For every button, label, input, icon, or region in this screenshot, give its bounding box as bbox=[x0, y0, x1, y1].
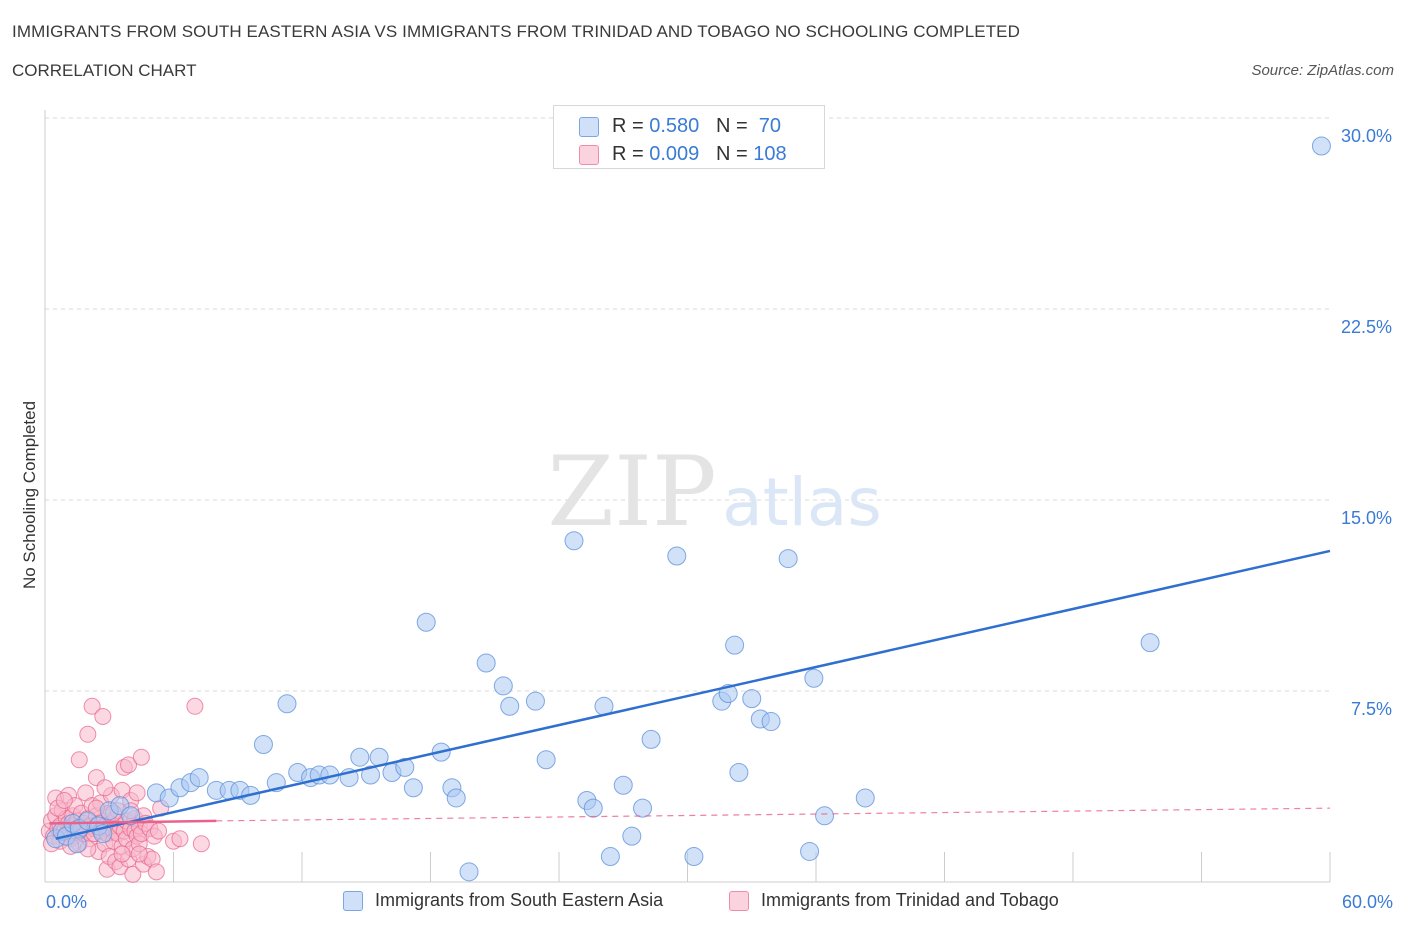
series-legend: Immigrants from South Eastern Asia Immig… bbox=[0, 890, 1406, 916]
legend-text-sea: R = 0.580 N = 70 bbox=[612, 115, 782, 137]
point-sea-47 bbox=[600, 847, 620, 867]
point-sea-45 bbox=[583, 798, 603, 818]
point-sea-27 bbox=[350, 747, 370, 767]
point-tt-34 bbox=[83, 697, 101, 715]
point-sea-64 bbox=[815, 806, 835, 826]
point-sea-21 bbox=[277, 694, 297, 714]
point-tt-22 bbox=[70, 751, 88, 769]
y-tick-label-0: 7.5% bbox=[1351, 699, 1392, 719]
point-sea-36 bbox=[446, 788, 466, 808]
chart-subtitle: CORRELATION CHART bbox=[12, 61, 197, 80]
y-tick-label-2: 22.5% bbox=[1341, 317, 1392, 337]
point-tt-77 bbox=[128, 784, 146, 802]
watermark-zip: ZIP bbox=[547, 436, 716, 548]
point-tt-68 bbox=[120, 756, 138, 774]
trend-lines bbox=[49, 549, 1331, 840]
point-tt-107 bbox=[130, 845, 148, 863]
point-tt-44 bbox=[94, 707, 112, 725]
chart-title: IMMIGRANTS FROM SOUTH EASTERN ASIA VS IM… bbox=[12, 22, 1020, 41]
legend-bottom-swatch-sea bbox=[343, 891, 363, 911]
point-sea-14 bbox=[189, 768, 209, 788]
point-sea-58 bbox=[742, 689, 762, 709]
point-sea-19 bbox=[253, 734, 273, 754]
point-tt-93 bbox=[171, 830, 189, 848]
point-sea-57 bbox=[729, 762, 749, 782]
point-sea-43 bbox=[564, 531, 584, 551]
legend-text-tt: R = 0.009 N = 108 bbox=[612, 143, 787, 165]
point-sea-28 bbox=[361, 765, 381, 785]
point-sea-41 bbox=[525, 691, 545, 711]
point-sea-50 bbox=[633, 798, 653, 818]
point-sea-49 bbox=[622, 826, 642, 846]
trend-line-sea bbox=[55, 549, 1331, 840]
point-sea-31 bbox=[395, 757, 415, 777]
point-sea-42 bbox=[536, 750, 556, 770]
point-sea-40 bbox=[500, 696, 520, 716]
point-tt-90 bbox=[150, 822, 168, 840]
point-sea-60 bbox=[761, 712, 781, 732]
point-sea-38 bbox=[476, 653, 496, 673]
y-tick-label-1: 15.0% bbox=[1341, 508, 1392, 528]
legend-bottom-swatch-tt bbox=[729, 891, 749, 911]
point-sea-56 bbox=[725, 635, 745, 655]
tick-labels: 7.5% 15.0% 22.5% 30.0% 0.0% 60.0% bbox=[46, 126, 1393, 912]
point-tt-89 bbox=[147, 863, 165, 881]
legend-row-sea: R = 0.580 N = 70 bbox=[554, 111, 824, 139]
point-sea-65 bbox=[855, 788, 875, 808]
series-sea-points bbox=[46, 136, 1331, 882]
source-label: Source: ZipAtlas.com bbox=[1251, 62, 1394, 79]
point-tt-98 bbox=[55, 792, 73, 810]
trend-line-tt bbox=[49, 819, 217, 825]
axes-layer bbox=[44, 110, 1331, 883]
point-tt-73 bbox=[124, 865, 142, 883]
point-sea-61 bbox=[778, 549, 798, 569]
x-tick-label-0: 0.0% bbox=[46, 892, 87, 912]
point-sea-32 bbox=[403, 778, 423, 798]
point-sea-51 bbox=[641, 729, 661, 749]
point-sea-62 bbox=[800, 841, 820, 861]
legend-bottom-label-sea: Immigrants from South Eastern Asia bbox=[375, 890, 664, 910]
trend-line-tt-extended bbox=[216, 807, 1331, 822]
point-sea-63 bbox=[804, 668, 824, 688]
point-sea-52 bbox=[667, 546, 687, 566]
watermark: ZIP atlas bbox=[547, 436, 881, 548]
point-sea-68 bbox=[67, 834, 87, 854]
point-tt-80 bbox=[132, 748, 150, 766]
legend-bottom-label-tt: Immigrants from Trinidad and Tobago bbox=[761, 890, 1059, 910]
point-sea-67 bbox=[1311, 136, 1331, 156]
grid-layer bbox=[45, 117, 1330, 692]
point-sea-37 bbox=[459, 862, 479, 882]
y-tick-label-3: 30.0% bbox=[1341, 126, 1392, 146]
point-tt-105 bbox=[113, 845, 131, 863]
legend-swatch-tt bbox=[579, 145, 599, 165]
point-sea-39 bbox=[493, 676, 513, 696]
watermark-atlas: atlas bbox=[722, 464, 882, 541]
point-sea-66 bbox=[1140, 633, 1160, 653]
correlation-legend: R = 0.580 N = 70 R = 0.009 N = 108 bbox=[553, 105, 825, 169]
point-sea-33 bbox=[416, 612, 436, 632]
point-sea-53 bbox=[684, 847, 704, 867]
x-tick-label-1: 60.0% bbox=[1342, 892, 1393, 912]
legend-row-tt: R = 0.009 N = 108 bbox=[554, 139, 824, 167]
point-tt-30 bbox=[79, 725, 97, 743]
point-sea-48 bbox=[613, 775, 633, 795]
point-tt-94 bbox=[186, 697, 204, 715]
point-tt-95 bbox=[192, 835, 210, 853]
legend-swatch-sea bbox=[579, 117, 599, 137]
point-tt-103 bbox=[96, 779, 114, 797]
